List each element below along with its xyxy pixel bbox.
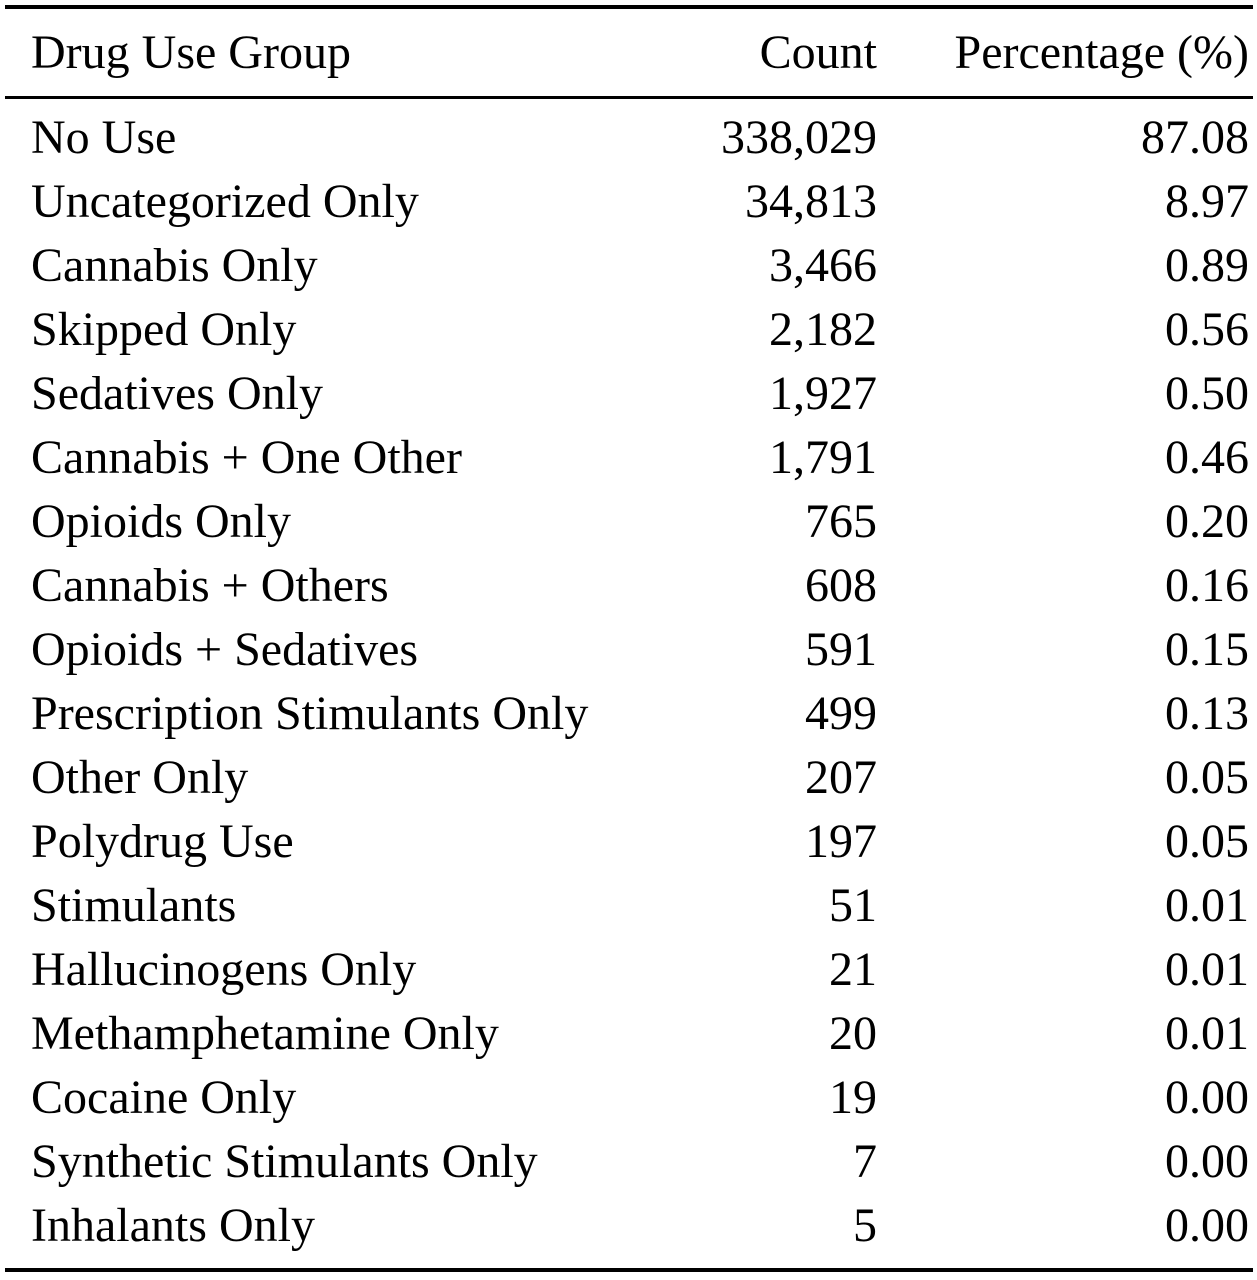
- table-row: Hallucinogens Only 21 0.01: [5, 938, 1253, 1002]
- cell-count: 7: [853, 1135, 877, 1188]
- cell-drug-use-group: Opioids + Sedatives: [31, 623, 419, 676]
- cell-count: 20: [829, 1007, 877, 1060]
- cell-percentage: 0.56: [1165, 303, 1249, 356]
- cell-percentage: 0.01: [1165, 879, 1249, 932]
- table-row: Prescription Stimulants Only 499 0.13: [5, 682, 1253, 746]
- cell-drug-use-group: No Use: [31, 111, 177, 164]
- cell-percentage: 0.13: [1165, 687, 1249, 740]
- header-drug-use-group: Drug Use Group: [31, 26, 351, 79]
- header-count: Count: [759, 26, 877, 79]
- table-row: Uncategorized Only 34,813 8.97: [5, 170, 1253, 234]
- cell-count: 5: [853, 1199, 877, 1252]
- cell-count: 51: [829, 879, 877, 932]
- table-row: Inhalants Only 5 0.00: [5, 1194, 1253, 1258]
- cell-drug-use-group: Other Only: [31, 751, 249, 804]
- drug-use-table: Drug Use Group Count Percentage (%) No U…: [5, 5, 1253, 1272]
- table-row: No Use 338,029 87.08: [5, 106, 1253, 170]
- cell-percentage: 0.00: [1165, 1199, 1249, 1252]
- cell-drug-use-group: Hallucinogens Only: [31, 943, 417, 996]
- cell-drug-use-group: Uncategorized Only: [31, 175, 419, 228]
- cell-percentage: 0.01: [1165, 943, 1249, 996]
- table-bottom-rule: [5, 1268, 1253, 1272]
- cell-percentage: 0.05: [1165, 751, 1249, 804]
- table-row: Cannabis + Others 608 0.16: [5, 554, 1253, 618]
- cell-drug-use-group: Polydrug Use: [31, 815, 294, 868]
- cell-percentage: 0.00: [1165, 1135, 1249, 1188]
- table-row: Polydrug Use 197 0.05: [5, 810, 1253, 874]
- cell-percentage: 0.46: [1165, 431, 1249, 484]
- cell-count: 765: [805, 495, 877, 548]
- cell-count: 1,791: [769, 431, 877, 484]
- table-row: Other Only 207 0.05: [5, 746, 1253, 810]
- cell-drug-use-group: Methamphetamine Only: [31, 1007, 499, 1060]
- cell-count: 338,029: [721, 111, 877, 164]
- cell-count: 19: [829, 1071, 877, 1124]
- cell-count: 608: [805, 559, 877, 612]
- cell-percentage: 8.97: [1165, 175, 1249, 228]
- table-body: No Use 338,029 87.08 Uncategorized Only 34,8…: [5, 99, 1253, 1258]
- table-header-rule: [5, 96, 1253, 99]
- cell-percentage: 0.16: [1165, 559, 1249, 612]
- cell-drug-use-group: Stimulants: [31, 879, 237, 932]
- table-row: Cannabis Only 3,466 0.89: [5, 234, 1253, 298]
- cell-count: 2,182: [769, 303, 877, 356]
- cell-percentage: 87.08: [1141, 111, 1249, 164]
- cell-percentage: 0.15: [1165, 623, 1249, 676]
- cell-percentage: 0.00: [1165, 1071, 1249, 1124]
- cell-count: 34,813: [745, 175, 877, 228]
- table-row: Cannabis + One Other 1,791 0.46: [5, 426, 1253, 490]
- cell-count: 591: [805, 623, 877, 676]
- cell-drug-use-group: Skipped Only: [31, 303, 297, 356]
- cell-drug-use-group: Cocaine Only: [31, 1071, 297, 1124]
- cell-percentage: 0.50: [1165, 367, 1249, 420]
- table-row: Methamphetamine Only 20 0.01: [5, 1002, 1253, 1066]
- cell-drug-use-group: Opioids Only: [31, 495, 292, 548]
- cell-drug-use-group: Cannabis + One Other: [31, 431, 462, 484]
- cell-count: 1,927: [769, 367, 877, 420]
- table-row: Sedatives Only 1,927 0.50: [5, 362, 1253, 426]
- table-row: Skipped Only 2,182 0.56: [5, 298, 1253, 362]
- cell-percentage: 0.01: [1165, 1007, 1249, 1060]
- cell-percentage: 0.05: [1165, 815, 1249, 868]
- cell-drug-use-group: Sedatives Only: [31, 367, 323, 420]
- table-row: Cocaine Only 19 0.00: [5, 1066, 1253, 1130]
- cell-drug-use-group: Inhalants Only: [31, 1199, 315, 1252]
- cell-drug-use-group: Synthetic Stimulants Only: [31, 1135, 538, 1188]
- cell-percentage: 0.20: [1165, 495, 1249, 548]
- cell-drug-use-group: Cannabis + Others: [31, 559, 389, 612]
- cell-drug-use-group: Prescription Stimulants Only: [31, 687, 589, 740]
- cell-count: 499: [805, 687, 877, 740]
- header-percentage: Percentage (%): [954, 26, 1250, 79]
- table-header-row: Drug Use Group Count Percentage (%): [5, 9, 1253, 96]
- cell-count: 21: [829, 943, 877, 996]
- table-row: Stimulants 51 0.01: [5, 874, 1253, 938]
- cell-count: 197: [805, 815, 877, 868]
- table-row: Synthetic Stimulants Only 7 0.00: [5, 1130, 1253, 1194]
- table-top-rule: [5, 5, 1253, 9]
- table-row: Opioids Only 765 0.20: [5, 490, 1253, 554]
- cell-percentage: 0.89: [1165, 239, 1249, 292]
- table-row: Opioids + Sedatives 591 0.15: [5, 618, 1253, 682]
- cell-count: 207: [805, 751, 877, 804]
- cell-count: 3,466: [769, 239, 877, 292]
- cell-drug-use-group: Cannabis Only: [31, 239, 318, 292]
